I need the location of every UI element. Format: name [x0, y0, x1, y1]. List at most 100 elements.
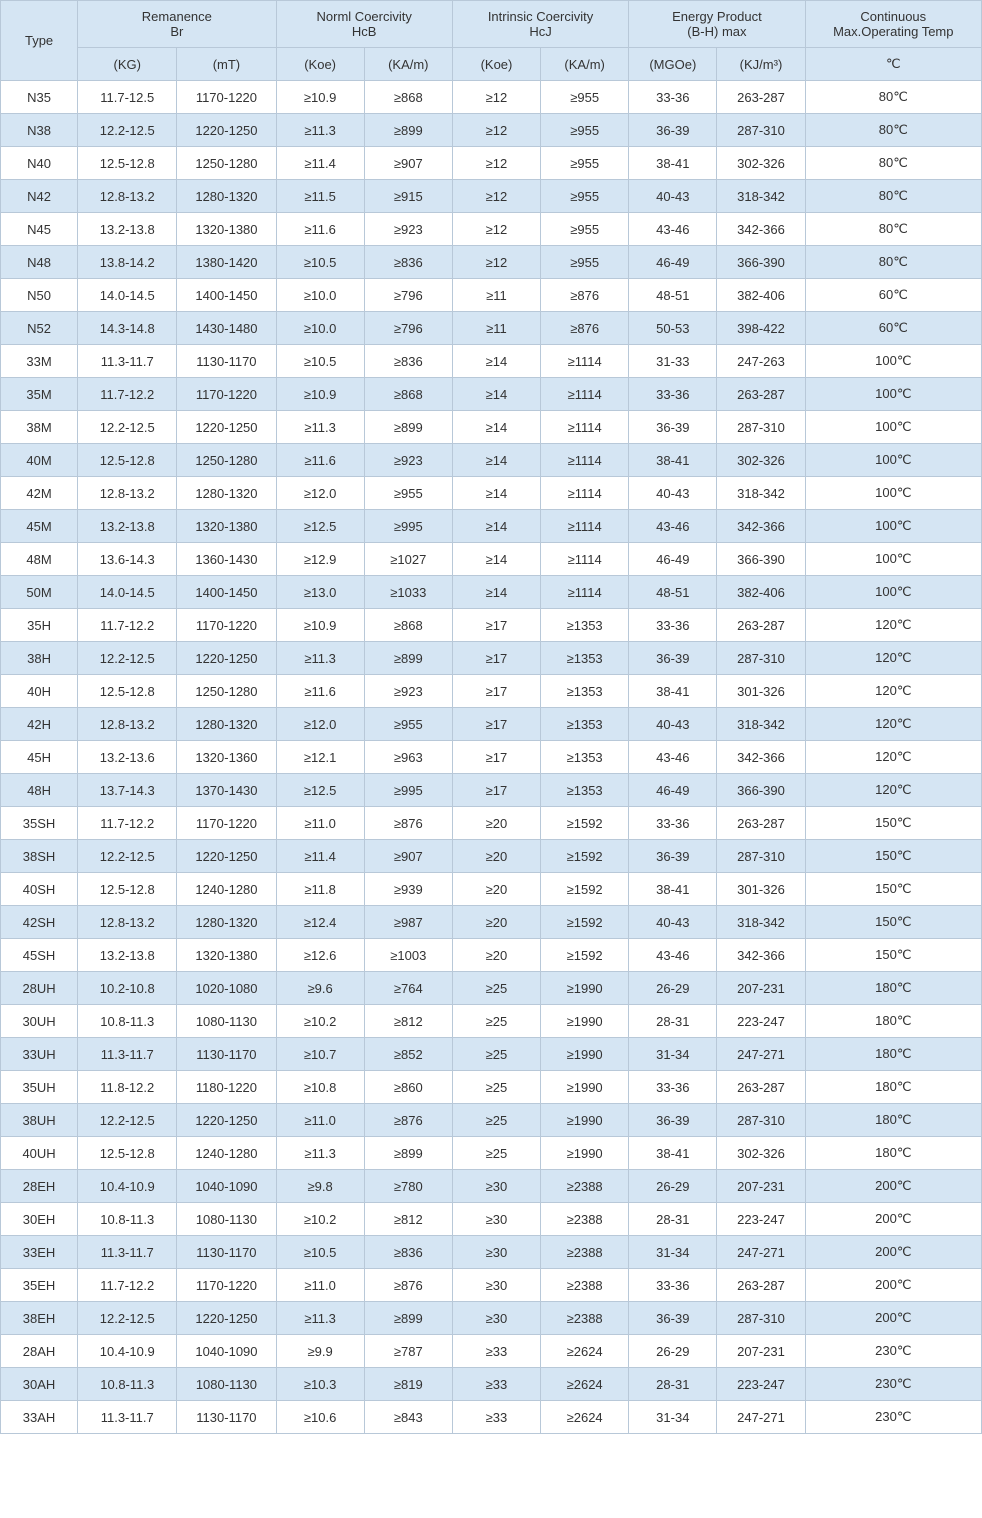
table-cell: ≥955	[541, 246, 629, 279]
table-cell: ≥843	[364, 1401, 452, 1434]
table-cell: ≥876	[364, 1269, 452, 1302]
header-energy-mgoe: (MGOe)	[629, 48, 717, 81]
table-cell: 1240-1280	[177, 1137, 276, 1170]
table-cell: ≥1114	[541, 378, 629, 411]
table-row: 28UH10.2-10.81020-1080≥9.6≥764≥25≥199026…	[1, 972, 982, 1005]
table-cell: 35EH	[1, 1269, 78, 1302]
table-cell: 80℃	[805, 147, 981, 180]
table-cell: 1170-1220	[177, 1269, 276, 1302]
table-cell: 1080-1130	[177, 1368, 276, 1401]
table-cell: 42H	[1, 708, 78, 741]
table-cell: 318-342	[717, 477, 805, 510]
table-cell: 38-41	[629, 873, 717, 906]
table-cell: ≥12.6	[276, 939, 364, 972]
table-cell: 1130-1170	[177, 1401, 276, 1434]
table-cell: 38-41	[629, 675, 717, 708]
table-cell: ≥1003	[364, 939, 452, 972]
table-cell: 200℃	[805, 1302, 981, 1335]
table-cell: ≥17	[452, 642, 540, 675]
table-cell: 200℃	[805, 1236, 981, 1269]
table-cell: 40UH	[1, 1137, 78, 1170]
table-cell: 366-390	[717, 774, 805, 807]
table-cell: ≥10.7	[276, 1038, 364, 1071]
table-cell: 31-34	[629, 1038, 717, 1071]
table-cell: 318-342	[717, 180, 805, 213]
table-cell: 12.5-12.8	[78, 675, 177, 708]
table-cell: 342-366	[717, 213, 805, 246]
table-cell: 100℃	[805, 411, 981, 444]
table-row: 38EH12.2-12.51220-1250≥11.3≥899≥30≥23883…	[1, 1302, 982, 1335]
table-cell: ≥1353	[541, 774, 629, 807]
table-cell: 180℃	[805, 1038, 981, 1071]
table-cell: 36-39	[629, 840, 717, 873]
table-row: 40H12.5-12.81250-1280≥11.6≥923≥17≥135338…	[1, 675, 982, 708]
table-cell: ≥11.5	[276, 180, 364, 213]
table-cell: ≥10.9	[276, 378, 364, 411]
table-cell: 223-247	[717, 1203, 805, 1236]
table-cell: 1220-1250	[177, 1104, 276, 1137]
table-cell: ≥2388	[541, 1170, 629, 1203]
table-cell: 1220-1250	[177, 642, 276, 675]
table-cell: ≥907	[364, 147, 452, 180]
table-row: 30UH10.8-11.31080-1130≥10.2≥812≥25≥19902…	[1, 1005, 982, 1038]
table-cell: 35UH	[1, 1071, 78, 1104]
table-cell: ≥10.8	[276, 1071, 364, 1104]
table-cell: ≥14	[452, 345, 540, 378]
table-cell: 382-406	[717, 576, 805, 609]
table-cell: 40H	[1, 675, 78, 708]
table-cell: 46-49	[629, 543, 717, 576]
table-cell: 11.7-12.2	[78, 378, 177, 411]
table-cell: 382-406	[717, 279, 805, 312]
table-cell: 80℃	[805, 114, 981, 147]
header-temp: Continuous Max.Operating Temp	[805, 1, 981, 48]
table-cell: ≥33	[452, 1335, 540, 1368]
table-cell: ≥25	[452, 1005, 540, 1038]
table-cell: 42M	[1, 477, 78, 510]
table-cell: 287-310	[717, 1104, 805, 1137]
table-cell: ≥796	[364, 279, 452, 312]
table-cell: ≥955	[541, 147, 629, 180]
table-cell: ≥1990	[541, 1038, 629, 1071]
table-cell: ≥10.2	[276, 1005, 364, 1038]
table-row: N5014.0-14.51400-1450≥10.0≥796≥11≥87648-…	[1, 279, 982, 312]
table-cell: 31-33	[629, 345, 717, 378]
table-cell: ≥1353	[541, 741, 629, 774]
table-cell: ≥787	[364, 1335, 452, 1368]
table-cell: ≥11	[452, 279, 540, 312]
table-cell: 42SH	[1, 906, 78, 939]
table-cell: 1170-1220	[177, 378, 276, 411]
table-cell: ≥14	[452, 411, 540, 444]
table-cell: 1180-1220	[177, 1071, 276, 1104]
table-cell: ≥1592	[541, 873, 629, 906]
table-cell: ≥10.6	[276, 1401, 364, 1434]
table-cell: 38EH	[1, 1302, 78, 1335]
table-cell: 10.2-10.8	[78, 972, 177, 1005]
table-cell: 11.7-12.2	[78, 807, 177, 840]
table-cell: 342-366	[717, 939, 805, 972]
header-temp-unit: ℃	[805, 48, 981, 81]
table-cell: ≥1353	[541, 609, 629, 642]
table-cell: 1360-1430	[177, 543, 276, 576]
table-cell: 1250-1280	[177, 444, 276, 477]
table-cell: 38-41	[629, 147, 717, 180]
table-cell: 180℃	[805, 1104, 981, 1137]
table-cell: 33-36	[629, 1071, 717, 1104]
table-cell: ≥852	[364, 1038, 452, 1071]
table-cell: 40-43	[629, 708, 717, 741]
table-row: 50M14.0-14.51400-1450≥13.0≥1033≥14≥11144…	[1, 576, 982, 609]
table-cell: 30EH	[1, 1203, 78, 1236]
table-row: 33UH11.3-11.71130-1170≥10.7≥852≥25≥19903…	[1, 1038, 982, 1071]
table-cell: 40SH	[1, 873, 78, 906]
table-cell: 287-310	[717, 411, 805, 444]
table-cell: ≥899	[364, 411, 452, 444]
header-intrinsic-kam: (KA/m)	[541, 48, 629, 81]
table-cell: 43-46	[629, 213, 717, 246]
table-cell: 33EH	[1, 1236, 78, 1269]
table-cell: 11.7-12.5	[78, 81, 177, 114]
table-cell: 13.2-13.8	[78, 939, 177, 972]
table-cell: 342-366	[717, 741, 805, 774]
table-cell: 1280-1320	[177, 180, 276, 213]
table-cell: N52	[1, 312, 78, 345]
table-cell: ≥923	[364, 444, 452, 477]
table-cell: 12.2-12.5	[78, 642, 177, 675]
